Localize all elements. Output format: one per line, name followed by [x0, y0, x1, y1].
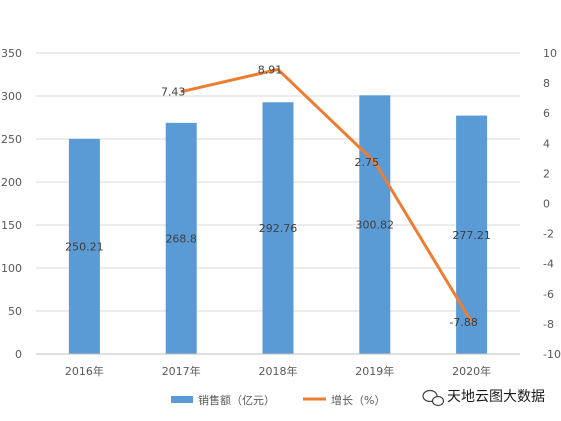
x-tick-label: 2018年	[259, 364, 298, 378]
legend-label-bar: 销售额（亿元）	[198, 393, 275, 407]
y-left-tick-label: 200	[1, 176, 22, 189]
y-right-tick-label: -2	[543, 228, 554, 241]
bar	[456, 115, 488, 355]
y-left-tick-label: 50	[8, 305, 22, 318]
line-data-label: 2.75	[355, 156, 380, 169]
y-left-tick-label: 100	[1, 262, 22, 275]
legend-swatch-bar	[171, 396, 193, 403]
bar-data-label: 300.82	[356, 219, 395, 232]
y-right-tick-label: 4	[543, 137, 550, 150]
y-right-tick-label: -10	[543, 348, 561, 361]
watermark-text: 天地云图大数据	[447, 389, 545, 405]
y-right-tick-label: 0	[543, 198, 550, 211]
y-left-tick-label: 350	[1, 47, 22, 60]
watermark: 天地云图大数据	[422, 389, 545, 407]
y-right-tick-label: -8	[543, 318, 554, 331]
x-tick-label: 2020年	[452, 364, 491, 378]
bar-series	[68, 95, 488, 355]
line-data-label: 7.43	[161, 86, 186, 99]
wechat-icon	[422, 389, 445, 407]
legend: 销售额（亿元） 增长（%）	[171, 393, 385, 407]
y-left-tick-label: 150	[1, 219, 22, 232]
bar-data-label: 292.76	[259, 222, 298, 235]
bar	[359, 95, 391, 354]
y-right-tick-label: -4	[543, 258, 554, 271]
bar-data-label: 268.8	[165, 232, 197, 245]
line-data-label: -7.88	[449, 316, 477, 329]
bar	[262, 102, 294, 354]
y-right-tick-label: 6	[543, 107, 550, 120]
line-series	[180, 67, 473, 323]
axes: 0 50 100 150 200 250 300 350 -10 -8 -6 -4 -2 0 2 4 6 8 10 2…	[1, 47, 561, 378]
y-left-tick-label: 250	[1, 133, 22, 146]
bar	[165, 122, 197, 354]
x-tick-label: 2016年	[65, 364, 104, 378]
data-labels: 250.21 268.8 292.76 300.82 277.21 7.43 8.91 2.7…	[65, 63, 491, 329]
y-right-tick-label: 8	[543, 77, 550, 90]
growth-line	[180, 67, 473, 323]
x-tick-label: 2019年	[355, 364, 394, 378]
bar	[68, 138, 100, 354]
y-right-tick-label: 10	[543, 47, 557, 60]
y-left-tick-label: 300	[1, 90, 22, 103]
bar-data-label: 250.21	[65, 240, 104, 253]
y-right-tick-label: -6	[543, 288, 554, 301]
y-right-tick-label: 2	[543, 167, 550, 180]
bar-data-label: 277.21	[452, 229, 491, 242]
legend-label-line: 增长（%）	[331, 393, 385, 407]
y-left-tick-label: 0	[15, 348, 22, 361]
line-data-label: 8.91	[258, 63, 283, 76]
x-tick-label: 2017年	[162, 364, 201, 378]
